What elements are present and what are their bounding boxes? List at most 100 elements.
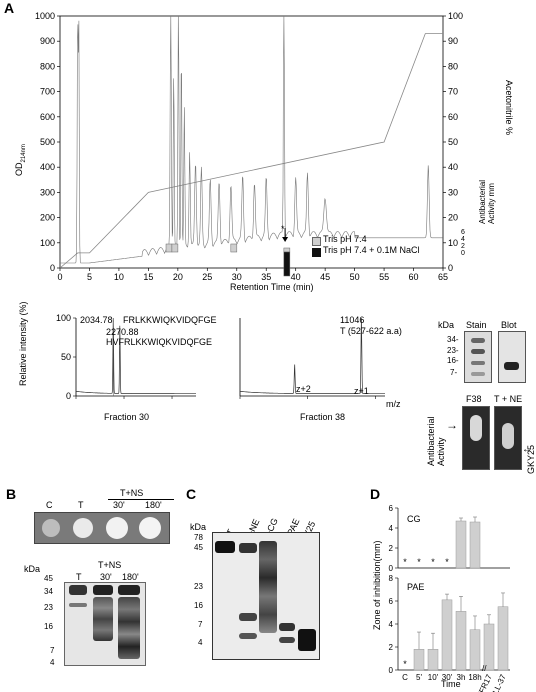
blotA-kda: kDa: [438, 320, 455, 330]
stain-band: [471, 338, 485, 343]
panel-label-d: D: [370, 486, 381, 502]
panelB-marker-16: 16: [44, 622, 53, 631]
od214-trace: [60, 15, 443, 264]
panelD-break-mark: //: [482, 664, 487, 673]
activity-tick-label: 2: [461, 243, 465, 250]
panel-label-c: C: [186, 486, 197, 502]
panelD-title-pae: PAE: [407, 582, 425, 592]
panelC-marker-16: 16: [194, 601, 203, 610]
panelB-180: 180': [145, 500, 162, 510]
panelC-western-blot: [212, 532, 320, 660]
legend-swatch-tris: [312, 237, 321, 246]
panelB-marker-34: 34: [44, 587, 53, 596]
y2-tick-label: 0: [448, 263, 453, 273]
activity-zone: [470, 415, 482, 441]
x-tick-label: 0: [57, 272, 62, 282]
x-tick-label: 30: [232, 272, 242, 282]
zone-c: [42, 519, 60, 537]
ms30-spectrum: [75, 317, 196, 395]
x-tick-label: 65: [438, 272, 448, 282]
zero-marker: *: [431, 557, 435, 567]
panelB-c: C: [46, 500, 53, 510]
x-tick-label: 15: [143, 272, 153, 282]
y2-tick-label: 40: [448, 162, 458, 172]
y-tick-label: 600: [40, 112, 55, 122]
panelC-marker-45: 45: [194, 543, 203, 552]
ms38-z2: z+2: [296, 384, 311, 394]
peak-marker: *: [281, 224, 285, 234]
blot-smear: [118, 597, 140, 659]
ms30-peak1-seq: FRLKKWIQKVIDQFGE: [123, 315, 217, 325]
blotA-blot-gel: [498, 331, 526, 383]
ms-spectra: 699.02419.84140.60501001000.06600.412200…: [56, 313, 385, 400]
y-tick-label: 900: [40, 36, 55, 46]
x-tick-label: 35: [261, 272, 271, 282]
panelB-blot-tns: T+NS: [98, 560, 122, 570]
bar-x-tick-label: 5': [416, 673, 422, 682]
y2-tick-label: 70: [448, 87, 458, 97]
activity-f38: F38: [466, 394, 482, 404]
x-tick-label: 55: [379, 272, 389, 282]
ms38-spectrum: [239, 317, 385, 395]
ms30-peak2-mass: 2270.88: [106, 327, 139, 337]
acetonitrile-gradient-line: [59, 33, 443, 269]
inhibition-bar: [455, 611, 467, 671]
x-tick-label: 5: [87, 272, 92, 282]
panelD-y-label: Zone of inhibition(mm): [372, 540, 382, 630]
blot-band: [279, 637, 295, 643]
stain-band: [471, 349, 485, 354]
panelB-marker-4: 4: [50, 658, 55, 667]
bar-y-tick-label: 0: [389, 564, 394, 573]
bar-y-tick-label: 6: [389, 597, 394, 606]
panelB-kda: kDa: [24, 564, 41, 574]
x-tick-label: 40: [291, 272, 301, 282]
bar-y-tick-label: 4: [389, 524, 394, 533]
blot-band: [279, 623, 295, 631]
y-tick-label: 0: [50, 263, 55, 273]
ms30-peak1-mass: 2034.78: [80, 315, 113, 325]
blotA-stain-gel: [464, 331, 492, 383]
bar-x-tick-label: 10': [428, 673, 439, 682]
inhibition-bar: [455, 520, 467, 569]
activity-bar: [171, 243, 179, 253]
blot-band: [118, 585, 140, 595]
activity-zone: [502, 423, 514, 449]
panelB-tns: T+NS: [120, 488, 144, 498]
panelD-x-label: Time: [441, 679, 461, 689]
radial-diffusion-plate: [34, 512, 170, 544]
blotA-stain: Stain: [466, 320, 487, 330]
inhibition-bar: [497, 606, 509, 671]
ms-y-tick-label: 100: [56, 313, 71, 323]
panelB-western-blot: [64, 582, 146, 666]
zone-t: [73, 518, 93, 538]
activity-tick-label: 0: [461, 250, 465, 257]
y2-tick-label: 60: [448, 112, 458, 122]
blot-band: [69, 585, 87, 595]
blot-band: [239, 633, 257, 639]
y-tick-label: 100: [40, 238, 55, 248]
zero-marker: *: [403, 659, 407, 669]
arrow-right-icon: →: [446, 418, 458, 432]
activity-plate-f38: [462, 406, 490, 470]
blot-band: [298, 629, 316, 651]
bar-y-tick-label: 6: [389, 504, 394, 513]
ms38-z1: z+1: [354, 386, 369, 396]
panelC-marker-23: 23: [194, 582, 203, 591]
panelB-30: 30': [113, 500, 125, 510]
zone-30: [106, 517, 128, 539]
panelC-marker-78: 78: [194, 533, 203, 542]
bar-y-tick-label: 0: [389, 666, 394, 675]
activity-plate-tne: [494, 406, 522, 470]
ms38-xunit: m/z: [386, 399, 401, 409]
zone-180: [139, 517, 161, 539]
ms-y-tick-label: 0: [66, 391, 71, 400]
bar-x-tick-label: 18h: [468, 673, 481, 682]
y-tick-label: 500: [40, 137, 55, 147]
arrow-left-icon: ←: [522, 444, 532, 455]
blotA-marker-7: 7-: [450, 368, 458, 377]
bar-y-tick-label: 8: [389, 574, 394, 583]
bar-y-tick-label: 4: [389, 620, 394, 629]
y2-tick-label: 90: [448, 36, 458, 46]
y2-tick-label: 100: [448, 11, 463, 21]
panelC-kda: kDa: [190, 522, 207, 532]
